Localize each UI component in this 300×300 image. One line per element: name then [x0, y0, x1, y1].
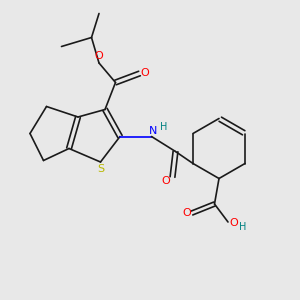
Text: S: S	[97, 164, 104, 174]
Text: H: H	[160, 122, 168, 132]
Text: O: O	[94, 51, 103, 62]
Text: O: O	[161, 176, 170, 186]
Text: O: O	[229, 218, 238, 229]
Text: O: O	[182, 208, 191, 218]
Text: H: H	[239, 222, 247, 233]
Text: O: O	[140, 68, 149, 78]
Text: N: N	[149, 126, 157, 136]
